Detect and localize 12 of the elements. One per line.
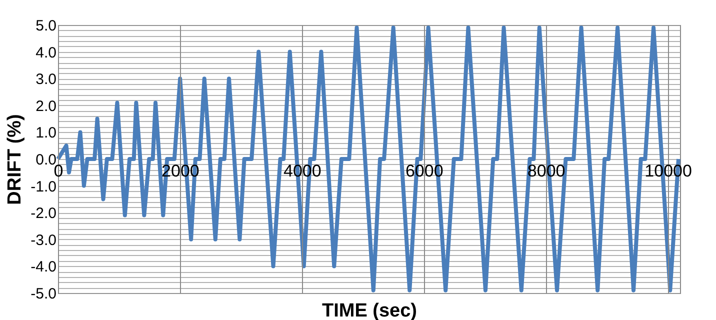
y-tick-label: 5.0 <box>36 18 56 34</box>
y-tick-label: 2.0 <box>36 98 56 115</box>
y-tick-label: -3.0 <box>30 232 56 249</box>
y-tick-label: -5.0 <box>30 286 56 302</box>
y-tick-label: -2.0 <box>30 205 56 222</box>
y-tick-label: -1.0 <box>30 178 56 196</box>
y-axis-title: DRIFT (%) <box>4 114 26 205</box>
y-tick-label: -4.0 <box>30 258 56 276</box>
y-tick-label: 4.0 <box>36 44 56 62</box>
x-tick-label: 2000 <box>162 162 200 180</box>
y-tick-label: 3.0 <box>36 71 56 88</box>
y-tick-label: 1.0 <box>36 124 56 142</box>
